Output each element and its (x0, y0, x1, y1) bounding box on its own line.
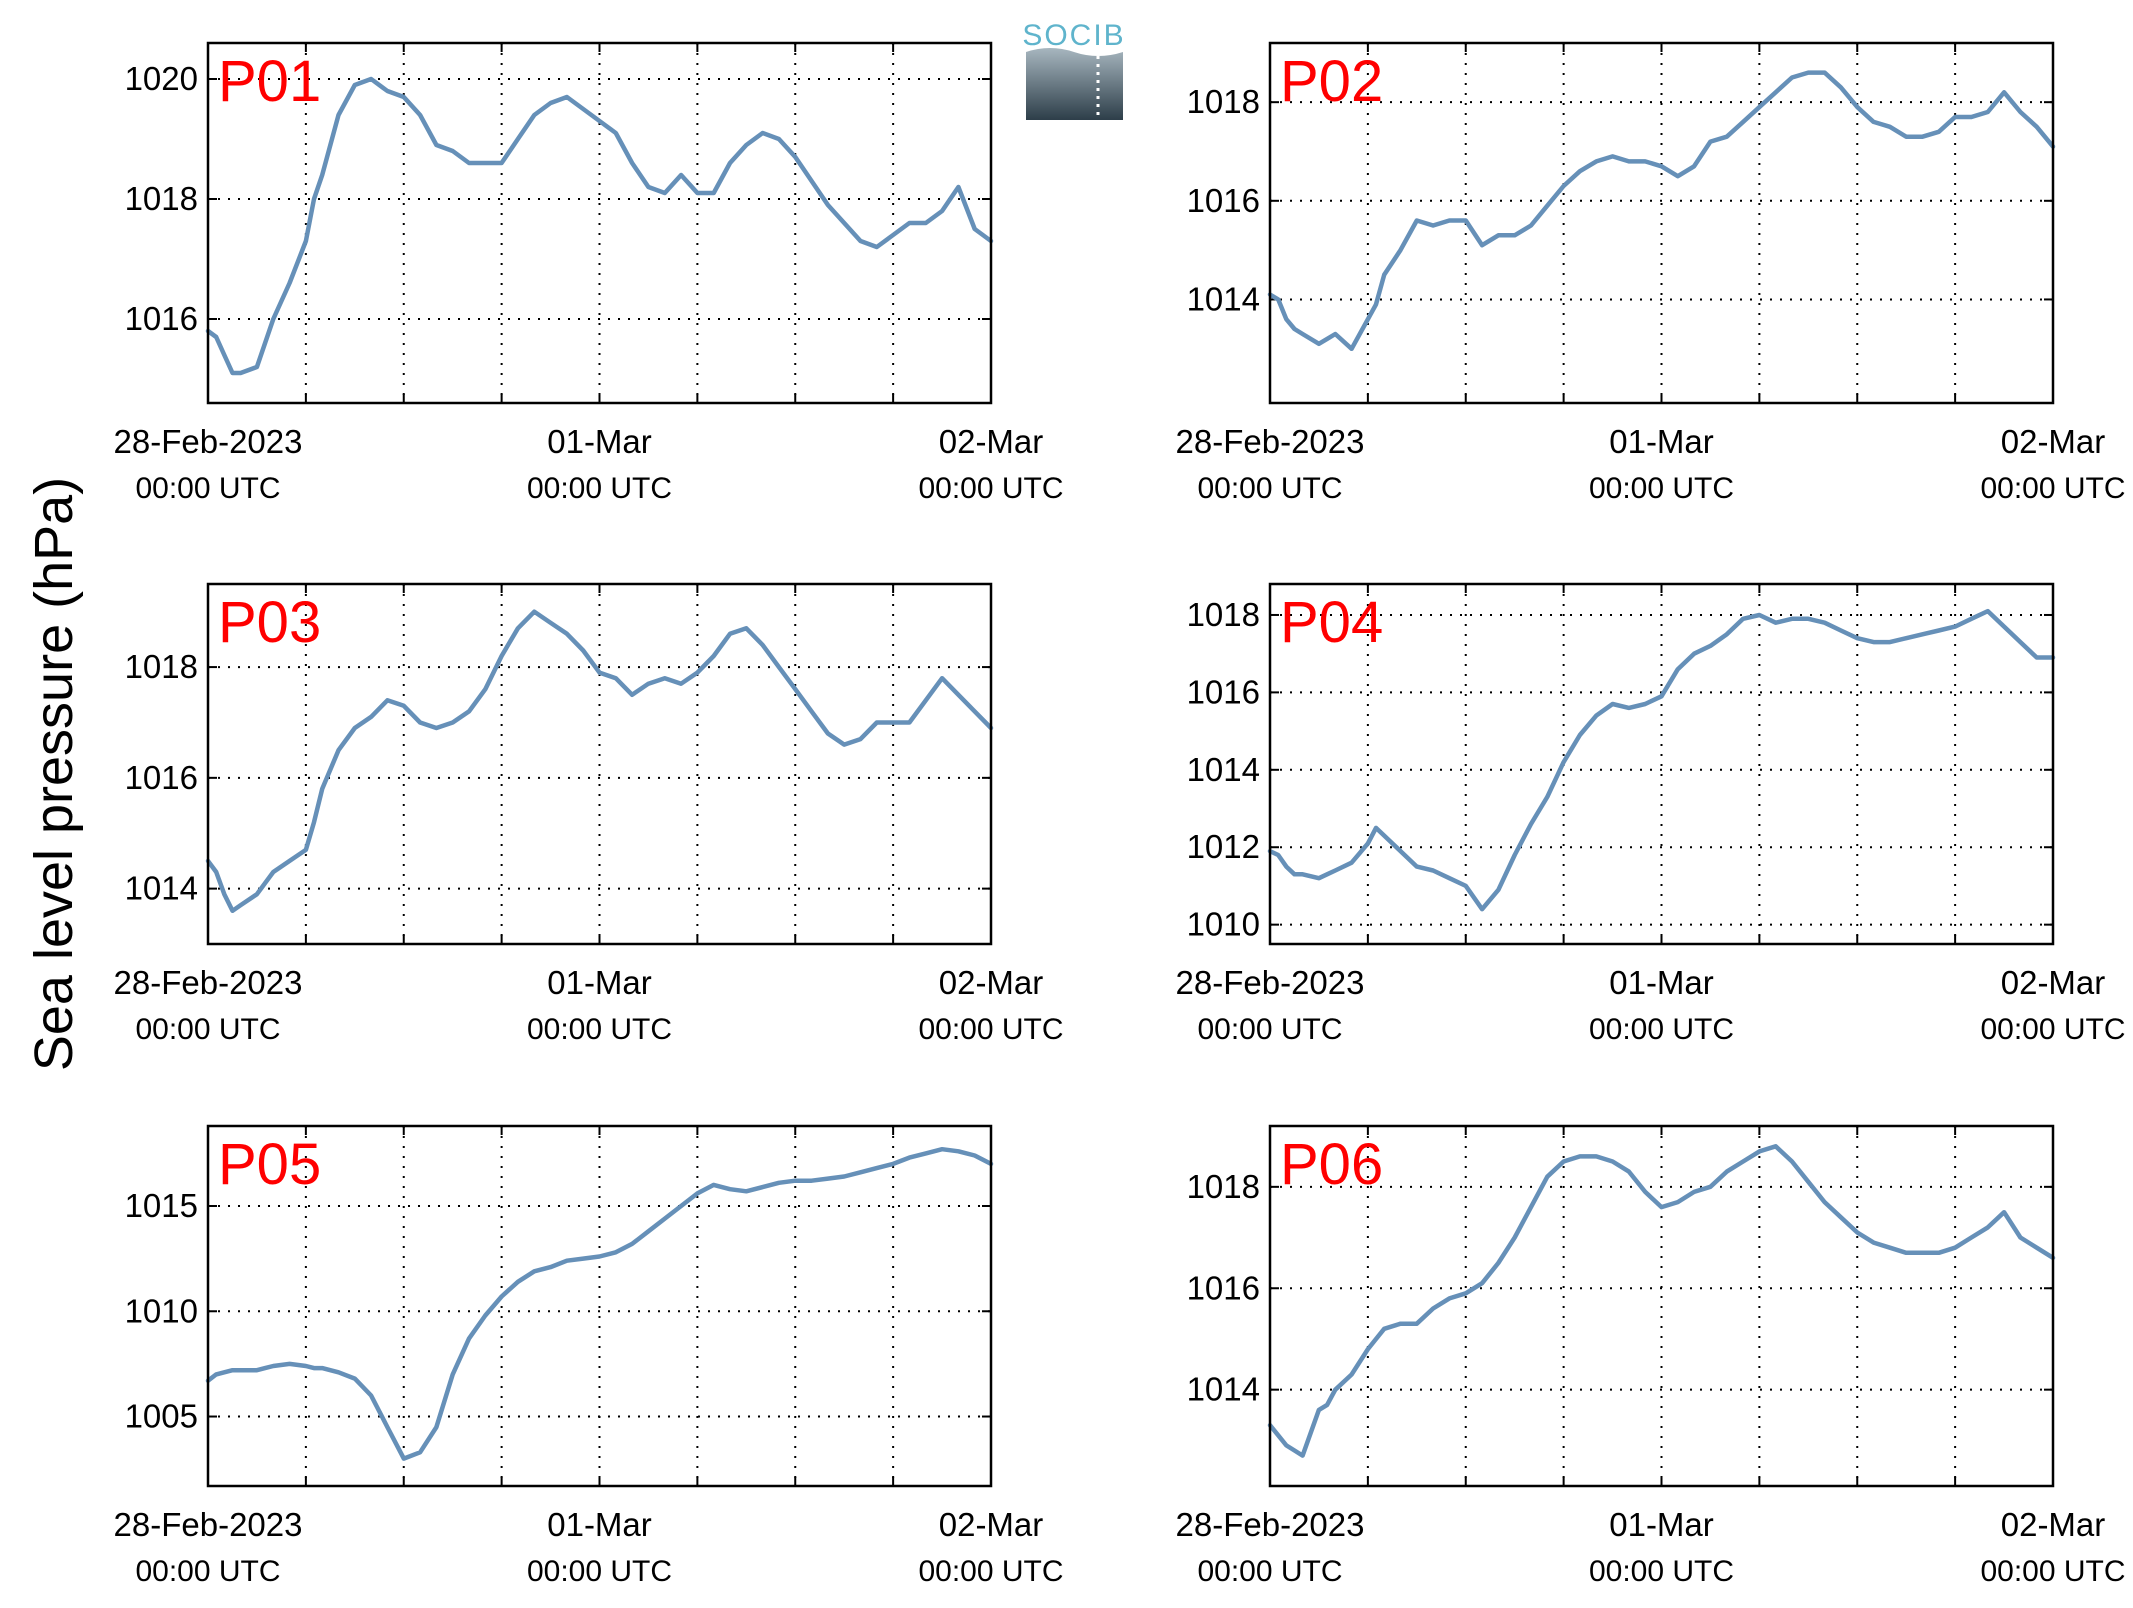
y-tick-label: 1016 (1187, 673, 1260, 710)
axes-frame (206, 582, 993, 946)
x-tick-date-label: 01-Mar (1609, 1506, 1714, 1543)
x-tick-time-label: 00:00 UTC (918, 1013, 1063, 1046)
y-axis-label: Sea level pressure (hPa) (24, 477, 84, 1071)
panel-label: P04 (1280, 590, 1383, 655)
x-tick-time-label: 00:00 UTC (1197, 472, 1342, 505)
y-tick-label: 1010 (125, 1292, 198, 1329)
x-tick-time-label: 00:00 UTC (1980, 1013, 2125, 1046)
x-tick-date-label: 28-Feb-2023 (114, 1506, 303, 1543)
x-tick-time-label: 00:00 UTC (135, 1555, 280, 1588)
x-tick-time-label: 00:00 UTC (527, 1555, 672, 1588)
x-tick-date-label: 01-Mar (1609, 423, 1714, 460)
x-tick-date-label: 02-Mar (939, 423, 1044, 460)
x-tick-date-label: 01-Mar (547, 1506, 652, 1543)
y-tick-label: 1014 (1187, 280, 1260, 317)
x-tick-date-label: 02-Mar (2001, 964, 2106, 1001)
y-tick-label: 1014 (125, 870, 198, 907)
panel-label: P02 (1280, 49, 1383, 114)
pressure-series-line (1267, 70, 2056, 352)
y-tick-label: 1018 (125, 180, 198, 217)
x-tick-time-label: 00:00 UTC (918, 1555, 1063, 1588)
panel-p01: 1016 1018 1020 28-Feb-2023 00:00 UTC 01-Mar 00… (114, 41, 1064, 505)
pressure-series-line (205, 609, 994, 914)
x-tick-date-label: 02-Mar (939, 1506, 1044, 1543)
axes-frame (1268, 1124, 2055, 1488)
y-tick-label: 1012 (1187, 828, 1260, 865)
axes-frame (206, 1124, 993, 1488)
x-tick-date-label: 02-Mar (2001, 1506, 2106, 1543)
x-tick-time-label: 00:00 UTC (1589, 472, 1734, 505)
x-tick-time-label: 00:00 UTC (1589, 1013, 1734, 1046)
y-tick-label: 1016 (125, 759, 198, 796)
y-tick-label: 1015 (125, 1187, 198, 1224)
y-tick-label: 1016 (125, 300, 198, 337)
y-tick-label: 1018 (1187, 1168, 1260, 1205)
axes-frame (206, 41, 993, 405)
logo-text: SOCIB (1022, 19, 1125, 52)
panel-label: P05 (218, 1132, 321, 1197)
panel-label: P06 (1280, 1132, 1383, 1197)
y-tick-label: 1014 (1187, 1371, 1260, 1408)
panel-label: P01 (218, 49, 321, 114)
y-tick-label: 1016 (1187, 182, 1260, 219)
x-tick-time-label: 00:00 UTC (1980, 1555, 2125, 1588)
y-tick-label: 1014 (1187, 751, 1260, 788)
axes-frame (1268, 582, 2055, 946)
x-tick-time-label: 00:00 UTC (527, 472, 672, 505)
pressure-series-line (1267, 1144, 2056, 1458)
pressure-series-line (1267, 608, 2056, 912)
panel-p06: 1014 1016 1018 28-Feb-2023 00:00 UTC 01-Mar 00… (1176, 1124, 2126, 1588)
x-tick-time-label: 00:00 UTC (135, 472, 280, 505)
x-tick-time-label: 00:00 UTC (1197, 1555, 1342, 1588)
x-tick-date-label: 28-Feb-2023 (1176, 1506, 1365, 1543)
x-tick-date-label: 28-Feb-2023 (1176, 964, 1365, 1001)
y-tick-label: 1018 (125, 648, 198, 685)
y-tick-label: 1016 (1187, 1269, 1260, 1306)
pressure-series-line (205, 76, 994, 376)
x-tick-time-label: 00:00 UTC (1589, 1555, 1734, 1588)
y-tick-label: 1020 (125, 60, 198, 97)
x-tick-date-label: 01-Mar (1609, 964, 1714, 1001)
panel-p04: 1010 1012 1014 1016 1018 28-Feb-2023 00:00 UTC… (1176, 582, 2126, 1046)
panel-p03: 1014 1016 1018 28-Feb-2023 00:00 UTC 01-Mar 00… (114, 582, 1064, 1046)
panel-label: P03 (218, 590, 321, 655)
x-tick-time-label: 00:00 UTC (527, 1013, 672, 1046)
x-tick-date-label: 28-Feb-2023 (1176, 423, 1365, 460)
x-tick-date-label: 01-Mar (547, 964, 652, 1001)
panel-p05: 1005 1010 1015 28-Feb-2023 00:00 UTC 01-Mar 00… (114, 1124, 1064, 1588)
socib-logo: SOCIB (1022, 19, 1125, 120)
x-tick-time-label: 00:00 UTC (918, 472, 1063, 505)
x-tick-date-label: 02-Mar (2001, 423, 2106, 460)
panel-p02: 1014 1016 1018 28-Feb-2023 00:00 UTC 01-Mar 00… (1176, 41, 2126, 505)
y-tick-label: 1010 (1187, 906, 1260, 943)
x-tick-date-label: 28-Feb-2023 (114, 964, 303, 1001)
x-tick-date-label: 02-Mar (939, 964, 1044, 1001)
axes-frame (1268, 41, 2055, 405)
pressure-series-line (205, 1146, 994, 1461)
y-tick-label: 1018 (1187, 83, 1260, 120)
x-tick-time-label: 00:00 UTC (135, 1013, 280, 1046)
y-tick-label: 1018 (1187, 596, 1260, 633)
y-tick-label: 1005 (125, 1398, 198, 1435)
x-tick-time-label: 00:00 UTC (1980, 472, 2125, 505)
x-tick-time-label: 00:00 UTC (1197, 1013, 1342, 1046)
x-tick-date-label: 28-Feb-2023 (114, 423, 303, 460)
x-tick-date-label: 01-Mar (547, 423, 652, 460)
